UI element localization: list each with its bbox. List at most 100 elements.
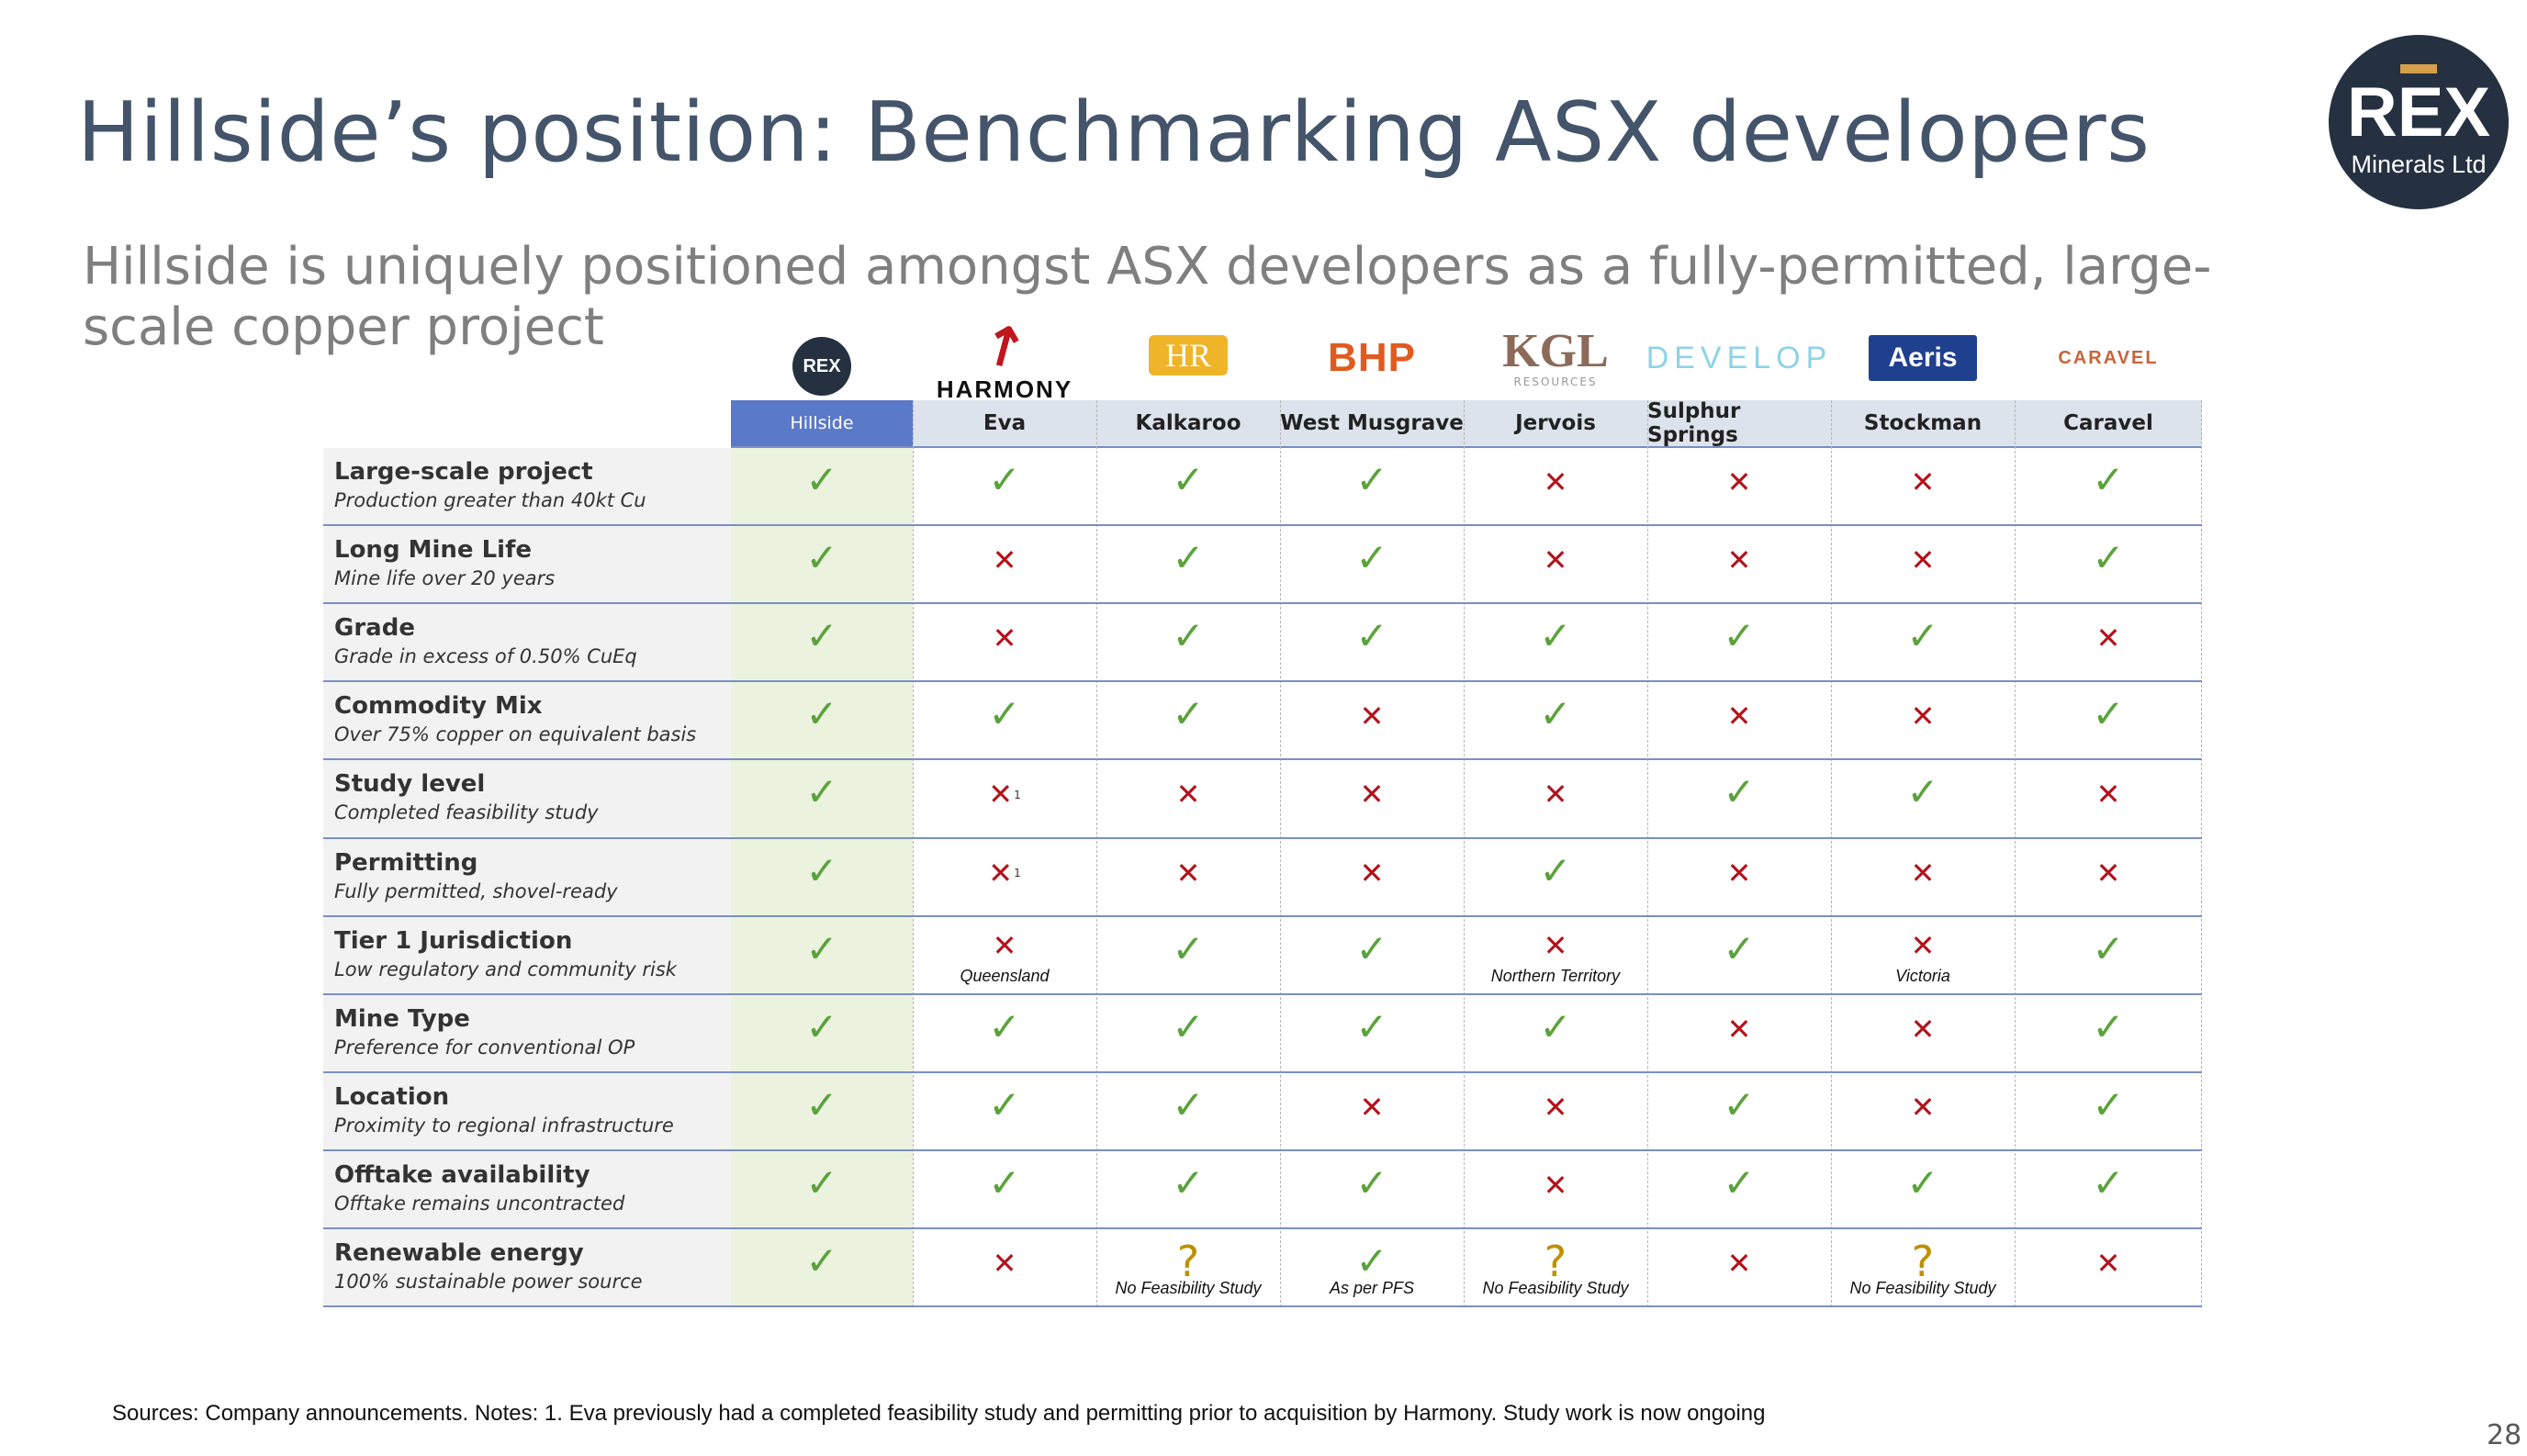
column-header: Sulphur Springs (1647, 399, 1831, 448)
criterion-title: Long Mine Life (334, 536, 533, 565)
cross-icon: ✕ (1910, 465, 1936, 499)
assessment-cell: ✓ (1096, 1004, 1280, 1049)
row-label-background (323, 1072, 731, 1149)
column-divider (2201, 400, 2202, 1307)
cross-icon: ✕ (1726, 465, 1752, 499)
row-label: Location Proximity to regional infrastruc… (334, 1082, 674, 1139)
check-icon: ✓ (1723, 925, 1756, 971)
assessment-cell: ✕ (913, 1246, 1096, 1281)
column-divider (913, 400, 914, 1307)
criterion-description: Production greater than 40kt Cu (334, 489, 646, 511)
cross-icon: ✕ (2095, 777, 2121, 812)
column-header: West Musgrave (1280, 400, 1464, 448)
footnote-marker: 1 (1014, 789, 1021, 802)
row-label: Mine Type Preference for conventional OP (334, 1004, 635, 1061)
column-header: Caravel (2015, 400, 2202, 448)
rex-minerals-logo: REX Minerals Ltd (2329, 35, 2509, 209)
assessment-cell: ✓ (2015, 926, 2202, 971)
cross-icon: ✕ (2095, 855, 2121, 890)
footnote-marker: 1 (1014, 867, 1021, 880)
row-label-background (323, 760, 731, 837)
assessment-cell: ✓ (731, 1082, 913, 1127)
logo-develop-text: DEVELOP (1645, 340, 1833, 375)
assessment-cell: ✓ (731, 691, 913, 736)
row-label: Permitting Fully permitted, shovel-ready (334, 848, 618, 905)
cross-icon: ✕ (1543, 1167, 1568, 1203)
assessment-cell: ✓ (1464, 691, 1647, 736)
check-icon: ✓ (1906, 613, 1939, 659)
logo-kgl: KGL RESOURCES (1464, 312, 1647, 404)
assessment-cell: ✕ (1647, 699, 1831, 734)
cross-icon: ✕ (1175, 855, 1201, 890)
assessment-cell: ✕ (1280, 699, 1464, 734)
cross-icon: ✕ (1726, 855, 1752, 890)
logo-bhp-text: BHP (1328, 335, 1416, 380)
assessment-cell: ✕ (1647, 543, 1831, 577)
column-divider (1464, 400, 1465, 1307)
assessment-cell: ✓ (1831, 1160, 2015, 1205)
row-divider (323, 1227, 2202, 1229)
column-divider (2015, 400, 2016, 1307)
check-icon: ✓ (2092, 457, 2125, 502)
criterion-description: Grade in excess of 0.50% CuEq (334, 645, 637, 668)
row-divider (323, 680, 2202, 683)
row-label-background (323, 994, 731, 1071)
row-divider (323, 602, 2202, 605)
criterion-description: Over 75% copper on equivalent basis (334, 723, 697, 746)
question-icon: ? (1911, 1237, 1935, 1286)
cross-icon: ✕ (1359, 1089, 1385, 1125)
row-label: Large-scale project Production greater th… (334, 457, 646, 514)
cross-icon: ✕ (1543, 465, 1568, 499)
row-label: Study level Completed feasibility study (334, 769, 599, 826)
row-label: Offtake availability Offtake remains unco… (334, 1160, 624, 1217)
row-label-background (323, 448, 731, 525)
assessment-cell: ✓ (731, 1238, 913, 1283)
logo-rex-badge: REX (792, 337, 851, 396)
assessment-cell: ✓ (731, 926, 913, 971)
check-icon: ✓ (988, 1003, 1021, 1049)
row-label: Grade Grade in excess of 0.50% CuEq (334, 613, 637, 670)
row-divider (323, 1148, 2202, 1151)
check-icon: ✓ (1172, 1159, 1205, 1205)
cross-icon: ✕ (1726, 1246, 1752, 1281)
cell-note: No Feasibility Study (1482, 1279, 1629, 1297)
column-divider (1096, 400, 1097, 1307)
cell-note: Northern Territory (1490, 966, 1621, 985)
row-divider (323, 524, 2202, 527)
check-icon: ✓ (805, 1081, 838, 1127)
check-icon: ✓ (2092, 535, 2125, 581)
criterion-title: Commodity Mix (334, 692, 543, 721)
row-label: Commodity Mix Over 75% copper on equivale… (334, 691, 696, 748)
assessment-cell: ✓ (1096, 613, 1280, 658)
assessment-cell: ✓ (731, 769, 913, 814)
row-divider (323, 1070, 2202, 1073)
criterion-title: Mine Type (334, 1004, 470, 1033)
cross-icon: ✕ (992, 1246, 1017, 1281)
check-icon: ✓ (1172, 613, 1205, 659)
criterion-description: Offtake remains uncontracted (334, 1192, 625, 1215)
assessment-cell: ✓ (1647, 1082, 1831, 1127)
criterion-description: Low regulatory and community risk (334, 958, 677, 980)
assessment-cell: ✓ (2015, 1160, 2202, 1205)
assessment-cell: ✕1 (913, 856, 1096, 890)
assessment-cell: ✓ (1280, 926, 1464, 971)
row-label-background (323, 682, 731, 759)
check-icon: ✓ (1172, 691, 1205, 737)
logo-aeris-text: Aeris (1869, 335, 1977, 381)
assessment-cell: ✓ (1280, 535, 1464, 580)
column-header: Stockman (1831, 400, 2015, 448)
check-icon: ✓ (805, 1003, 838, 1049)
check-icon: ✓ (988, 457, 1021, 502)
check-icon: ✓ (1539, 847, 1572, 893)
check-icon: ✓ (1355, 1238, 1388, 1283)
check-icon: ✓ (1172, 925, 1205, 971)
question-icon: ? (1176, 1237, 1200, 1286)
assessment-cell: ✓ (1280, 1160, 1464, 1205)
assessment-cell: ✓ (2015, 691, 2202, 736)
criterion-description: Proximity to regional infrastructure (334, 1114, 674, 1137)
criterion-title: Permitting (334, 848, 478, 877)
assessment-cell: ✕ (1647, 1012, 1831, 1047)
cross-icon: ✕ (988, 855, 1014, 890)
row-label-background (323, 1150, 731, 1227)
sources-footnote: Sources: Company announcements. Notes: 1… (112, 1401, 1766, 1426)
